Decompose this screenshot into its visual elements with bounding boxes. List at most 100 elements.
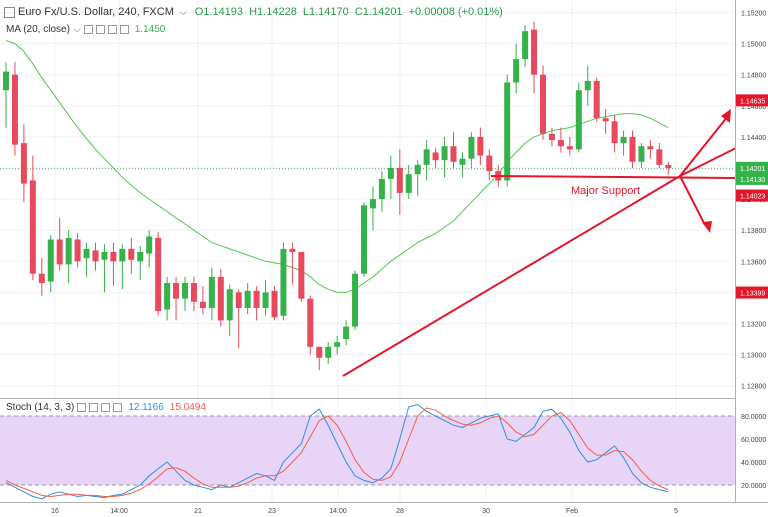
stoch-label: Stoch (14, 3, 3) — [6, 401, 75, 413]
eye-icon[interactable] — [77, 402, 87, 412]
price-tick-label: 1.13200 — [741, 322, 766, 329]
price-tag-label: 1.14635 — [740, 98, 765, 105]
settings-icon[interactable] — [89, 402, 99, 412]
uptrend-line[interactable] — [342, 175, 681, 377]
candle-body — [647, 146, 654, 150]
candle-body — [119, 248, 126, 262]
ohlc-values: O1.14193 H1.14228 L1.14170 C1.14201 +0.0… — [195, 6, 506, 18]
price-tick-label: 1.14400 — [741, 135, 766, 142]
symbol-legend[interactable]: Euro Fx/U.S. Dollar, 240, FXCM ⌵ O1.1419… — [0, 4, 506, 20]
open-value: O1.14193 — [194, 6, 244, 18]
chevron-down-icon[interactable]: ⌵ — [73, 23, 81, 34]
candle-body — [226, 289, 233, 321]
candle-body — [137, 251, 144, 262]
candle-body — [262, 292, 269, 308]
candle-body — [208, 276, 215, 308]
time-tick-label: 5 — [674, 508, 678, 515]
candle-body — [361, 205, 367, 274]
stoch-k-line — [5, 403, 669, 500]
candle-body — [307, 298, 314, 347]
close-value: C1.14201 — [354, 6, 403, 18]
stoch-pane[interactable] — [0, 398, 768, 500]
candle-body — [665, 164, 672, 168]
candlesticks — [3, 21, 672, 371]
candle-body — [638, 146, 645, 162]
candle-body — [128, 248, 135, 260]
more-icon[interactable] — [113, 402, 123, 412]
candle-body — [378, 178, 385, 200]
stoch-d-line — [5, 407, 669, 498]
candle-body — [56, 239, 63, 265]
candle-body — [92, 250, 99, 262]
candle-body — [20, 143, 27, 184]
candle-body — [423, 149, 430, 165]
time-tick-label: 14:00 — [110, 508, 128, 515]
price-tag — [736, 94, 768, 107]
bullish-arrow-head — [721, 109, 731, 123]
candle-body — [11, 74, 18, 145]
candle-body — [602, 118, 609, 122]
price-tag — [736, 161, 768, 174]
resistance-line[interactable] — [679, 147, 737, 177]
candle-body — [522, 31, 529, 60]
candle-body — [432, 152, 439, 161]
ma-legend[interactable]: MA (20, close) ⌵ 1.1450 — [0, 22, 165, 36]
candle-body — [38, 273, 45, 284]
candle-body — [620, 136, 627, 144]
trend-drawings[interactable]: Major Support — [342, 109, 737, 377]
candle-body — [575, 90, 582, 150]
change-value: +0.00008 (+0.01%) — [408, 6, 503, 18]
major-support-label: Major Support — [571, 185, 640, 197]
support-line[interactable] — [490, 175, 737, 179]
candle-body — [369, 199, 376, 209]
stoch-ticks: 80.0000 60.0000 40.0000 20.0000 — [741, 414, 766, 490]
price-tag-label: 1.14201 — [740, 166, 765, 173]
time-tick-label: 28 — [396, 508, 404, 515]
candle-body — [47, 239, 54, 282]
candle-body — [3, 71, 9, 91]
candle-body — [405, 174, 412, 193]
bearish-arrow-line[interactable] — [679, 175, 706, 226]
price-tag-label: 1.14130 — [740, 177, 765, 184]
price-tick-label: 1.14800 — [741, 73, 766, 80]
candle-body — [629, 136, 636, 162]
price-tick-label: 1.12800 — [741, 384, 766, 391]
stoch-tick-label: 20.0000 — [741, 483, 766, 490]
stoch-legend[interactable]: Stoch (14, 3, 3) 12.1166 15.0494 — [0, 400, 206, 414]
price-tag-label: 1.13399 — [740, 291, 765, 298]
candle-body — [513, 59, 520, 83]
price-axis[interactable]: 1.15200 1.15000 1.14800 1.14600 1.14400 1.142… — [735, 0, 768, 502]
candle-body — [584, 80, 591, 91]
time-tick-label: Feb — [566, 508, 578, 515]
close-icon[interactable] — [107, 24, 117, 34]
bullish-arrow-line[interactable] — [679, 115, 729, 177]
eye-icon[interactable] — [83, 24, 93, 34]
settings-icon[interactable] — [95, 24, 105, 34]
symbol-toggle-icon[interactable] — [4, 6, 15, 18]
chevron-down-icon[interactable]: ⌵ — [179, 6, 187, 17]
price-tag — [736, 172, 768, 185]
time-tick-label: 21 — [194, 508, 202, 515]
high-value: H1.14228 — [249, 6, 297, 18]
candle-body — [110, 251, 117, 262]
time-tick-label: 14:00 — [329, 508, 347, 515]
candle-body — [101, 251, 108, 260]
stoch-tick-label: 40.0000 — [741, 460, 766, 467]
close-icon[interactable] — [101, 402, 111, 412]
candle-body — [396, 168, 403, 193]
candle-body — [334, 342, 341, 347]
candle-body — [531, 29, 538, 75]
ma-value: 1.1450 — [134, 23, 166, 35]
candle-body — [593, 80, 600, 119]
more-icon[interactable] — [119, 24, 129, 34]
candle-body — [199, 301, 206, 308]
time-tick-label: 23 — [268, 508, 276, 515]
candle-body — [504, 82, 511, 181]
price-tick-label: 1.15200 — [741, 11, 766, 18]
candle-body — [29, 180, 36, 274]
time-axis[interactable]: 16 14:00 21 23 14:00 28 30 Feb 5 — [0, 502, 768, 516]
candle-body — [74, 239, 81, 262]
candle-body — [343, 326, 350, 340]
stoch-band — [0, 416, 735, 485]
